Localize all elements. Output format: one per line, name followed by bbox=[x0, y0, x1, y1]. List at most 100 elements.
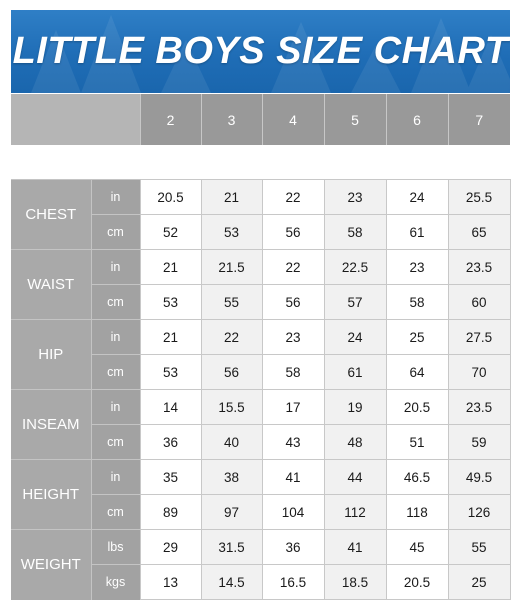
unit-label: cm bbox=[90, 284, 140, 320]
value-cell: 61 bbox=[323, 354, 387, 390]
value-cell: 20.5 bbox=[385, 389, 449, 425]
value-cell: 24 bbox=[385, 179, 449, 215]
value-cell: 55 bbox=[200, 284, 263, 320]
value-cell: 104 bbox=[261, 494, 325, 530]
size-header: 5 bbox=[323, 94, 386, 145]
value-cell: 20.5 bbox=[385, 564, 449, 600]
value-cell: 31.5 bbox=[200, 529, 263, 565]
measurement-row: cm 52 53 56 58 61 65 bbox=[11, 214, 511, 250]
value-cell: 53 bbox=[139, 354, 202, 390]
value-cell: 56 bbox=[261, 284, 325, 320]
unit-label: cm bbox=[90, 354, 140, 390]
value-cell: 21 bbox=[139, 319, 202, 355]
value-cell: 59 bbox=[447, 424, 511, 460]
unit-label: in bbox=[90, 389, 140, 425]
measurement-row: cm 89 97 104 112 118 126 bbox=[11, 494, 511, 530]
value-cell: 45 bbox=[385, 529, 449, 565]
value-cell: 65 bbox=[447, 214, 511, 250]
unit-label: in bbox=[90, 249, 140, 285]
value-cell: 41 bbox=[323, 529, 387, 565]
size-header: 6 bbox=[385, 94, 448, 145]
measurement-row: kgs 13 14.5 16.5 18.5 20.5 25 bbox=[11, 564, 511, 600]
unit-label: cm bbox=[90, 494, 140, 530]
value-cell: 14.5 bbox=[200, 564, 263, 600]
value-cell: 58 bbox=[385, 284, 449, 320]
value-cell: 16.5 bbox=[261, 564, 325, 600]
measurement-label: HIP bbox=[11, 319, 91, 390]
value-cell: 21 bbox=[200, 179, 263, 215]
value-cell: 23.5 bbox=[447, 249, 511, 285]
size-header: 7 bbox=[447, 94, 510, 145]
measurement-row: cm 36 40 43 48 51 59 bbox=[11, 424, 511, 460]
value-cell: 23 bbox=[385, 249, 449, 285]
spacer-row bbox=[11, 145, 510, 180]
value-cell: 23.5 bbox=[447, 389, 511, 425]
value-cell: 27.5 bbox=[447, 319, 511, 355]
banner-tree-texture bbox=[31, 15, 510, 93]
value-cell: 53 bbox=[200, 214, 263, 250]
measurement-row: cm 53 55 56 57 58 60 bbox=[11, 284, 511, 320]
value-cell: 61 bbox=[385, 214, 449, 250]
value-cell: 44 bbox=[323, 459, 387, 495]
value-cell: 25 bbox=[385, 319, 449, 355]
value-cell: 70 bbox=[447, 354, 511, 390]
value-cell: 21 bbox=[139, 249, 202, 285]
value-cell: 55 bbox=[447, 529, 511, 565]
value-cell: 46.5 bbox=[385, 459, 449, 495]
measurement-label: HEIGHT bbox=[11, 459, 91, 530]
value-cell: 41 bbox=[261, 459, 325, 495]
unit-label: lbs bbox=[90, 529, 140, 565]
size-chart-table: 2 3 4 5 6 7 CHEST in 20.5 21 22 23 24 25.5 cm 52 5… bbox=[11, 94, 511, 600]
value-cell: 25 bbox=[447, 564, 511, 600]
value-cell: 25.5 bbox=[447, 179, 511, 215]
size-header: 3 bbox=[200, 94, 262, 145]
measurement-row: HIP in 21 22 23 24 25 27.5 bbox=[11, 319, 511, 390]
value-cell: 36 bbox=[139, 424, 202, 460]
value-cell: 14 bbox=[139, 389, 202, 425]
value-cell: 48 bbox=[323, 424, 387, 460]
unit-label: kgs bbox=[90, 564, 140, 600]
value-cell: 118 bbox=[385, 494, 449, 530]
unit-label: in bbox=[90, 319, 140, 355]
measurement-row: WEIGHT lbs 29 31.5 36 41 45 55 bbox=[11, 529, 511, 600]
page-title: LITTLE BOYS SIZE CHART bbox=[12, 30, 509, 72]
value-cell: 13 bbox=[139, 564, 202, 600]
measurement-row: CHEST in 20.5 21 22 23 24 25.5 bbox=[11, 179, 511, 250]
size-header-row: 2 3 4 5 6 7 bbox=[11, 94, 510, 145]
value-cell: 43 bbox=[261, 424, 325, 460]
value-cell: 89 bbox=[139, 494, 202, 530]
value-cell: 40 bbox=[200, 424, 263, 460]
value-cell: 60 bbox=[447, 284, 511, 320]
size-header: 4 bbox=[261, 94, 324, 145]
value-cell: 38 bbox=[200, 459, 263, 495]
unit-label: cm bbox=[90, 214, 140, 250]
value-cell: 21.5 bbox=[200, 249, 263, 285]
measurement-label: INSEAM bbox=[11, 389, 91, 460]
value-cell: 15.5 bbox=[200, 389, 263, 425]
value-cell: 35 bbox=[139, 459, 202, 495]
value-cell: 52 bbox=[139, 214, 202, 250]
value-cell: 17 bbox=[261, 389, 325, 425]
value-cell: 56 bbox=[261, 214, 325, 250]
value-cell: 49.5 bbox=[447, 459, 511, 495]
value-cell: 18.5 bbox=[323, 564, 387, 600]
value-cell: 51 bbox=[385, 424, 449, 460]
value-cell: 29 bbox=[139, 529, 202, 565]
measurement-label: CHEST bbox=[11, 179, 91, 250]
value-cell: 58 bbox=[323, 214, 387, 250]
value-cell: 97 bbox=[200, 494, 263, 530]
value-cell: 23 bbox=[323, 179, 387, 215]
unit-label: in bbox=[90, 459, 140, 495]
value-cell: 126 bbox=[447, 494, 511, 530]
value-cell: 57 bbox=[323, 284, 387, 320]
measurement-label: WEIGHT bbox=[11, 529, 91, 600]
value-cell: 20.5 bbox=[139, 179, 202, 215]
value-cell: 22.5 bbox=[323, 249, 387, 285]
measurement-row: cm 53 56 58 61 64 70 bbox=[11, 354, 511, 390]
value-cell: 64 bbox=[385, 354, 449, 390]
value-cell: 22 bbox=[200, 319, 263, 355]
measurement-label: WAIST bbox=[11, 249, 91, 320]
value-cell: 36 bbox=[261, 529, 325, 565]
value-cell: 19 bbox=[323, 389, 387, 425]
header-corner bbox=[11, 94, 140, 145]
